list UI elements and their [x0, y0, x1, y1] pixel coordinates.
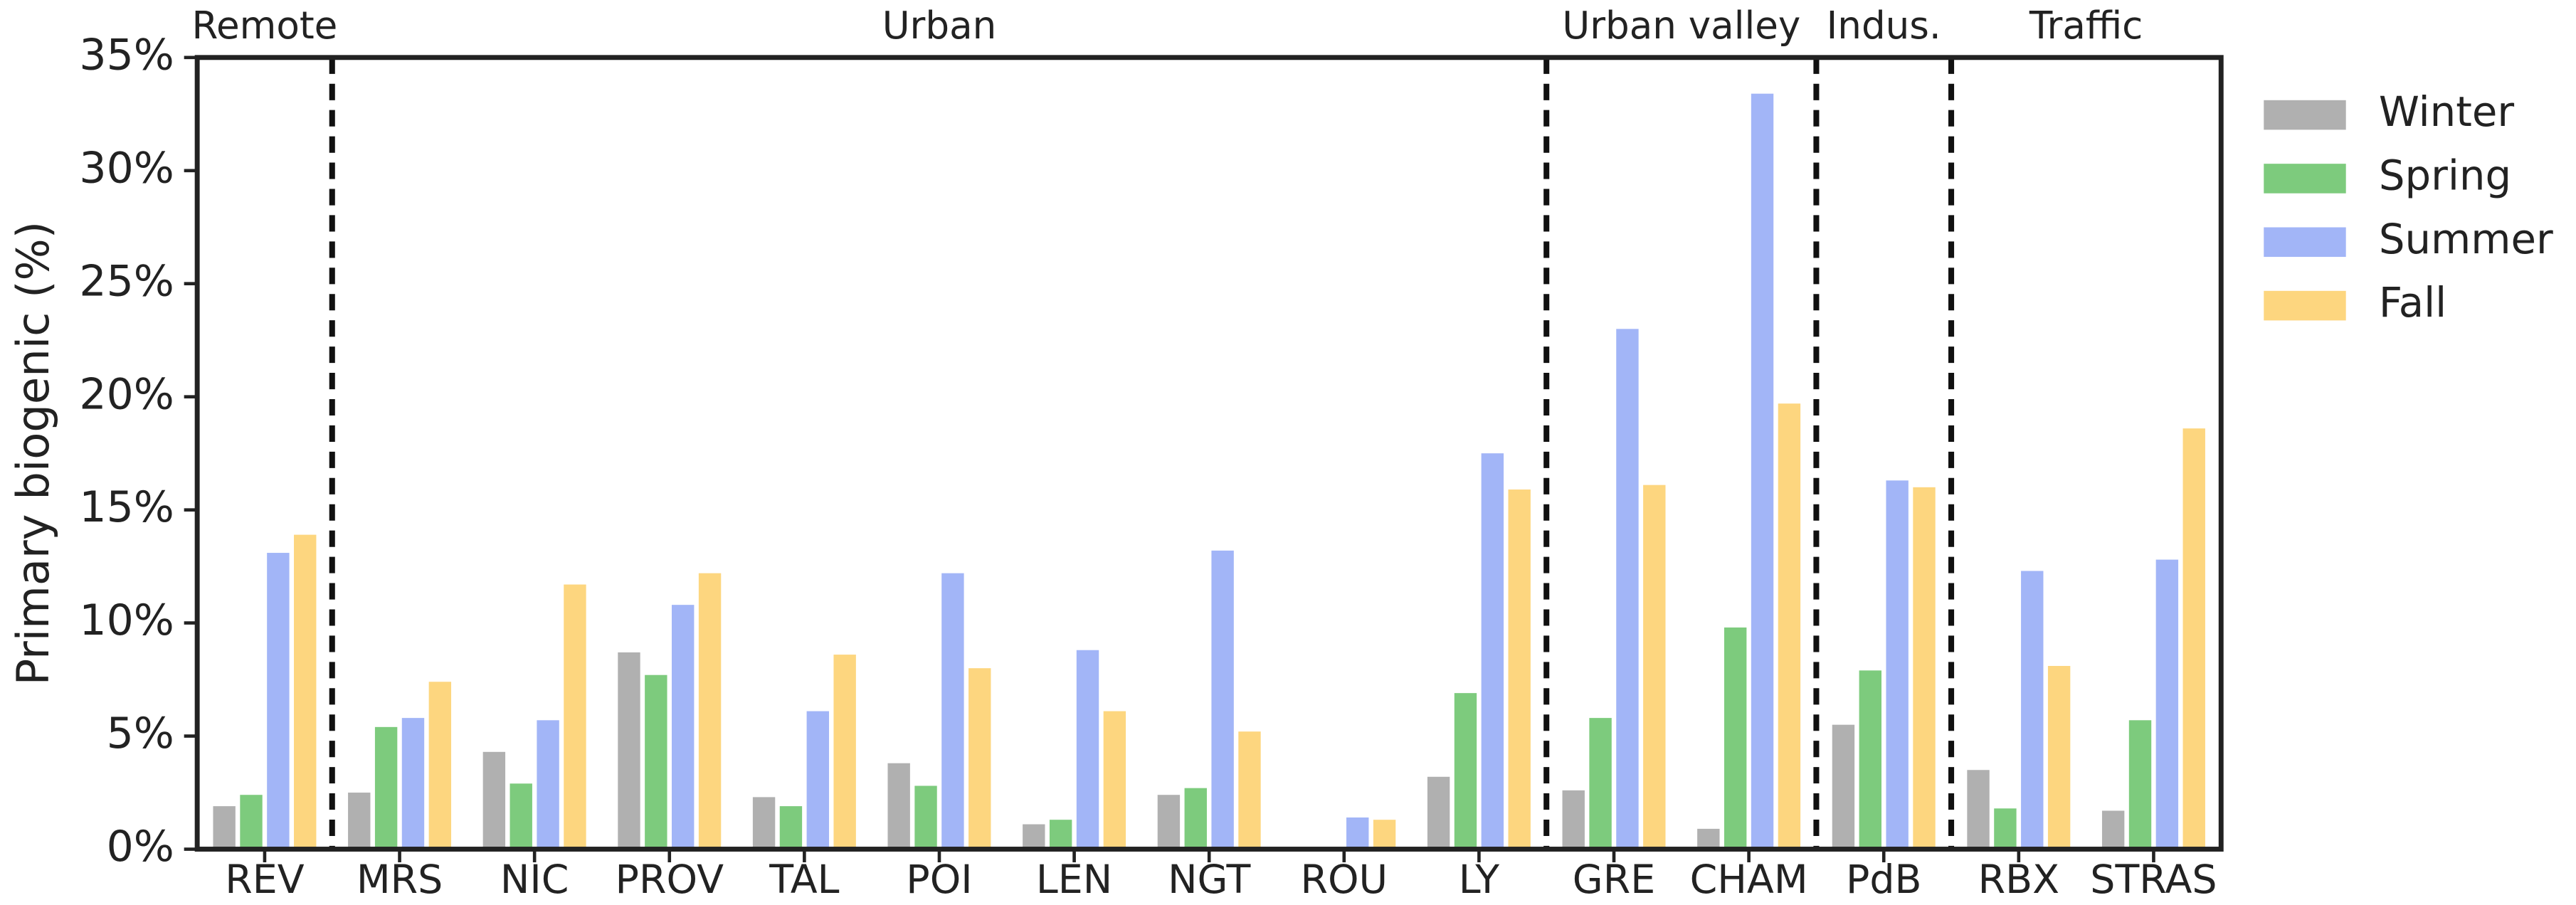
- legend-swatch: [2264, 290, 2346, 321]
- bar: [1454, 693, 1477, 850]
- legend-swatch: [2264, 164, 2346, 194]
- bar: [671, 605, 695, 850]
- bar: [698, 573, 722, 850]
- bar: [2101, 810, 2125, 850]
- bar: [1427, 776, 1450, 850]
- bar: [1049, 820, 1072, 850]
- bar: [510, 783, 532, 850]
- bar: [1211, 550, 1234, 850]
- bar: [1076, 650, 1099, 850]
- y-axis-label: Primary biogenic (%): [7, 221, 59, 685]
- bar: [2128, 720, 2152, 850]
- legend-label: Summer: [2379, 215, 2553, 263]
- bar: [1697, 828, 1720, 850]
- x-tick-label: POI: [906, 857, 972, 903]
- y-tick-label: 15%: [79, 482, 174, 532]
- legend-label: Fall: [2379, 278, 2446, 327]
- bar: [2182, 428, 2205, 850]
- y-tick-label: 0%: [107, 822, 174, 872]
- legend-swatch: [2264, 100, 2346, 130]
- bar: [564, 584, 586, 850]
- bar: [1751, 93, 1774, 850]
- bar: [428, 682, 452, 850]
- bar: [1346, 817, 1369, 850]
- x-tick-label: PROV: [616, 857, 724, 903]
- x-tick-label: CHAM: [1690, 857, 1808, 903]
- x-tick-label: RBX: [1978, 857, 2059, 903]
- bar: [482, 751, 506, 850]
- x-tick-label: NIC: [500, 857, 569, 903]
- bar: [1184, 788, 1207, 850]
- x-tick-label: STRAS: [2090, 857, 2217, 903]
- x-tick-label: ROU: [1300, 857, 1388, 903]
- bar: [2047, 665, 2071, 850]
- bar: [1886, 480, 1909, 850]
- bar: [806, 711, 829, 850]
- legend-swatch: [2264, 227, 2346, 258]
- bar: [537, 720, 559, 850]
- bar: [1859, 670, 1881, 850]
- bar: [2155, 559, 2179, 850]
- bar: [1238, 731, 1261, 850]
- x-tick-label: LY: [1459, 857, 1500, 903]
- bar: [1373, 820, 1396, 850]
- x-tick-label: NGT: [1168, 857, 1250, 903]
- x-tick-label: TAL: [769, 857, 839, 903]
- bar: [1103, 711, 1126, 850]
- bar: [887, 763, 910, 850]
- legend-label: Spring: [2379, 152, 2511, 200]
- y-tick-label: 10%: [79, 596, 174, 645]
- bar: [1832, 724, 1855, 850]
- group-label: Remote: [192, 4, 338, 48]
- bar: [1481, 453, 1504, 850]
- y-tick-label: 30%: [79, 143, 174, 193]
- group-label: Urban valley: [1562, 4, 1800, 48]
- bar: [213, 806, 236, 850]
- bar: [1508, 489, 1531, 850]
- bar: [401, 718, 425, 850]
- y-tick-label: 20%: [79, 369, 174, 419]
- group-label: Traffic: [2029, 4, 2143, 48]
- plot-frame: [194, 55, 2224, 852]
- bar: [968, 668, 991, 850]
- y-tick-label: 25%: [79, 256, 174, 306]
- bar: [1967, 770, 1990, 850]
- x-tick-label: LEN: [1036, 857, 1112, 903]
- bar: [618, 652, 640, 850]
- bar: [1562, 790, 1585, 850]
- bar: [1157, 795, 1181, 850]
- bar: [1724, 627, 1747, 850]
- bar: [348, 793, 371, 850]
- bar: [1616, 329, 1639, 850]
- group-label: Urban: [882, 4, 997, 48]
- x-tick-label: MRS: [357, 857, 443, 903]
- bar: [240, 795, 263, 850]
- y-tick-label: 5%: [107, 709, 174, 758]
- y-tick-label: 35%: [79, 30, 174, 80]
- x-tick-label: PdB: [1846, 857, 1922, 903]
- bar: [374, 726, 398, 850]
- bar: [1643, 485, 1666, 850]
- bar: [1778, 403, 1801, 850]
- bar: [752, 797, 776, 850]
- bar: [294, 534, 317, 850]
- bar: [1589, 718, 1612, 850]
- bar: [645, 674, 667, 850]
- bar: [267, 553, 290, 850]
- bar: [833, 655, 856, 850]
- bar: [1994, 808, 2017, 850]
- bar: [941, 573, 964, 850]
- x-tick-label: REV: [225, 857, 304, 903]
- bar: [2021, 571, 2044, 850]
- group-label: Indus.: [1827, 4, 1941, 48]
- legend-label: Winter: [2379, 88, 2515, 136]
- bar: [779, 806, 803, 850]
- x-tick-label: GRE: [1573, 857, 1655, 903]
- bar: [914, 785, 937, 850]
- bar: [1913, 487, 1936, 850]
- bar: [1023, 824, 1045, 850]
